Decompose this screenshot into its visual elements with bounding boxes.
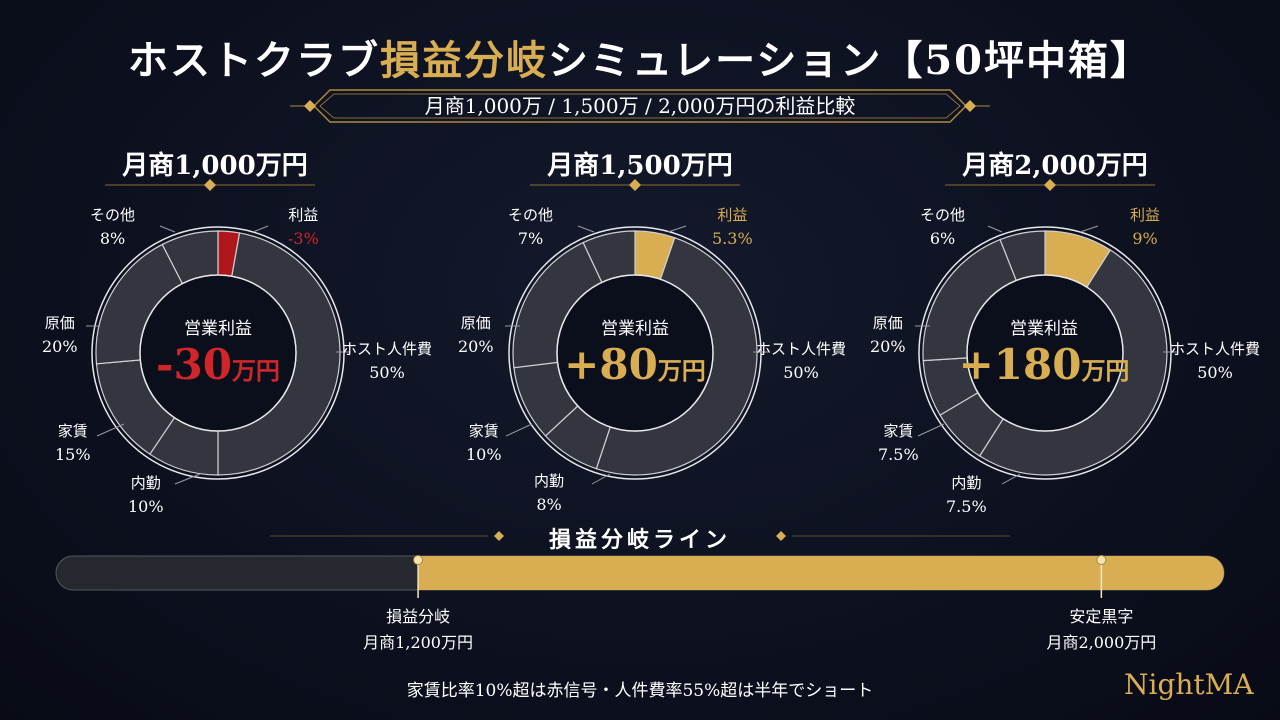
center-value-2000: +180万円 [958,340,1130,389]
label-cost-1500: 原価 20% [458,314,494,356]
label-rent-1000: 家賃 15% [55,422,91,464]
footnote: 家賃比率10%超は赤信号・人件費率55%超は半年でショート [406,681,874,701]
center-caption-1500: 営業利益 [601,319,669,339]
donut-center-hole [139,274,297,432]
label-other-1000: その他 8% [90,206,136,248]
bar-profit-zone [418,556,1225,590]
chart-title-1000: 月商1,000万円 [122,151,308,181]
label-cost-1000: 原価 20% [42,314,78,356]
banner-frame-ornament [290,89,990,123]
label-profit-1000: 利益 -3% [288,206,319,248]
donut-center-hole [966,274,1124,432]
breakeven-title-ornament [270,531,1010,541]
brand-logo: NightMA [1124,668,1254,701]
label-host-1500: ホスト人件費 50% [756,340,847,382]
subtitle-text: 月商1,000万 / 1,500万 / 2,000万円の利益比較 [424,94,856,118]
subtitle-banner: 月商1,000万 / 1,500万 / 2,000万円の利益比較 [290,86,990,126]
chart-title-ornaments [105,179,1155,191]
leader-line [174,473,201,485]
title-highlight: 損益分岐 [379,37,548,84]
label-other-1500: その他 7% [508,206,554,248]
chart-title-2000: 月商2,000万円 [962,151,1148,181]
stable-marker-label: 安定黒字 月商2,000万円 [1046,607,1157,652]
leader-line [1079,225,1099,233]
label-profit-1500: 利益 5.3% [712,206,753,248]
label-staff-2000: 内勤 7.5% [946,474,987,516]
leader-line [667,225,687,233]
title-text: ホストクラブ [127,37,380,84]
stable-marker-dot [1096,555,1107,565]
label-rent-1500: 家賃 10% [466,422,502,464]
leader-line [252,225,269,233]
leader-line [505,423,533,437]
leader-line [577,225,595,233]
label-staff-1500: 内勤 8% [534,472,565,514]
center-caption-2000: 営業利益 [1010,319,1078,339]
donut-outer-ring [508,226,762,480]
ornament-1500 [530,179,740,191]
leader-line [96,423,125,437]
donut-center-hole [556,274,714,432]
center-value-1500: +80万円 [564,340,706,389]
leader-line [591,473,611,485]
breakeven-marker-dot [413,555,424,565]
chart-title-1500: 月商1,500万円 [547,151,733,181]
center-caption-1000: 営業利益 [184,319,252,339]
leader-line [1001,473,1021,485]
title-text-suffix: シミュレーション【50坪中箱】 [547,37,1153,84]
donut-outer-ring [918,226,1172,480]
label-staff-1000: 内勤 10% [128,474,164,516]
breakeven-title: 損益分岐ライン [548,527,731,553]
ornament-2000 [945,179,1155,191]
label-other-2000: その他 6% [920,206,966,248]
breakeven-marker-label: 損益分岐 月商1,200万円 [363,607,473,652]
center-value-1000: -30万円 [156,340,280,389]
leader-line [159,225,176,233]
label-rent-2000: 家賃 7.5% [878,422,919,464]
label-host-1000: ホスト人件費 50% [342,340,433,382]
ornament-1000 [105,179,315,191]
label-cost-2000: 原価 20% [870,314,906,356]
label-host-2000: ホスト人件費 50% [1170,340,1261,382]
label-profit-2000: 利益 9% [1130,206,1161,248]
donut-outer-ring [91,226,345,480]
leader-line [987,225,1003,233]
page-title: ホストクラブ損益分岐シミュレーション【50坪中箱】 [0,28,1280,86]
leader-line [917,423,945,437]
